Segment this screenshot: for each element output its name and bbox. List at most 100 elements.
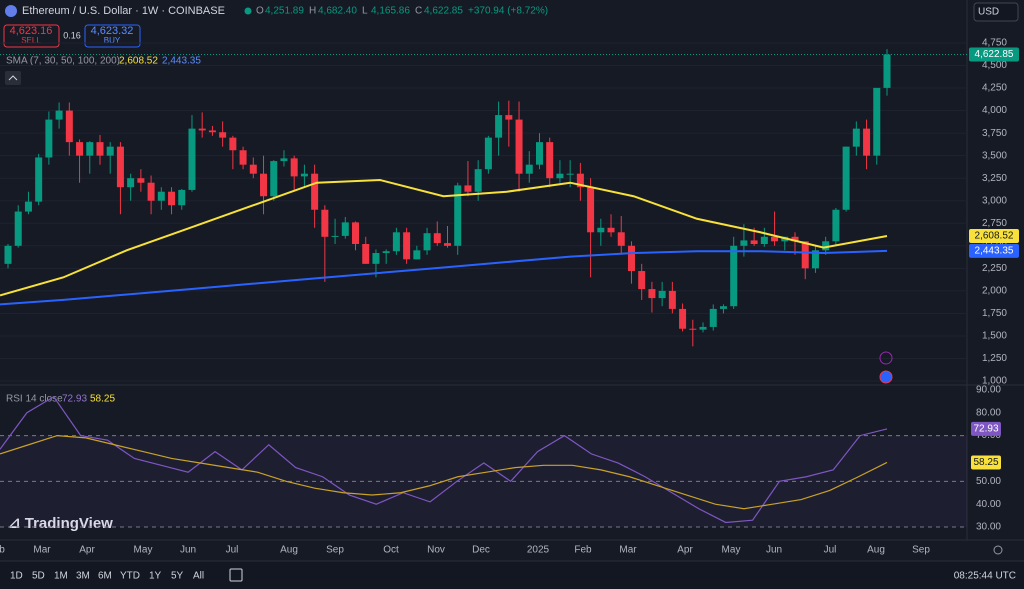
candle-body — [403, 232, 411, 260]
candle-body — [24, 201, 32, 212]
y-tick-label: 2,750 — [982, 218, 1007, 229]
ohlc-value: 4,165.86 — [371, 6, 410, 17]
candle-body — [638, 271, 646, 290]
ohlc-label: O — [256, 6, 264, 17]
candle-body — [65, 110, 73, 143]
ohlc-label: C — [415, 6, 422, 17]
candle-body — [832, 209, 840, 242]
market-dot — [244, 7, 252, 15]
candle-body — [679, 308, 687, 329]
y-tick-label: 2,000 — [982, 286, 1007, 297]
candle-body — [525, 164, 533, 174]
x-tick-label: Sep — [912, 545, 930, 556]
range-button[interactable]: YTD — [120, 571, 140, 582]
buy-button[interactable] — [84, 24, 141, 48]
candle-body — [198, 128, 206, 131]
ohlc-value: 4,251.89 — [265, 6, 304, 17]
candle-body — [106, 146, 114, 156]
currency-button[interactable] — [973, 2, 1019, 22]
sma-tag-1: 2,608.52 — [975, 231, 1014, 242]
candle-body — [290, 158, 298, 177]
candle-body — [239, 150, 247, 165]
candle-body — [229, 137, 237, 151]
symbol: Ethereum / U.S. Dollar · 1W · COINBASE — [22, 5, 225, 17]
rsi-pane — [0, 385, 967, 538]
candle-body — [730, 245, 738, 307]
candle-body — [127, 178, 135, 188]
candle-body — [556, 173, 564, 179]
candle-body — [873, 87, 881, 156]
ohlc-value: 4,682.40 — [318, 6, 357, 17]
candle-body — [362, 244, 370, 264]
x-tick-label: Jun — [766, 545, 782, 556]
calendar-icon[interactable] — [229, 568, 243, 582]
candle-body — [45, 119, 53, 158]
candle-body — [576, 173, 584, 188]
rsi-value: 72.93 — [62, 394, 87, 405]
collapse-button[interactable] — [5, 71, 21, 85]
range-button[interactable]: 1D — [10, 571, 23, 582]
settings-icon[interactable] — [993, 545, 1003, 555]
sell-label: SELL — [21, 36, 41, 45]
x-tick-label: Sep — [326, 545, 344, 556]
candle-body — [474, 169, 482, 192]
candle-body — [760, 236, 768, 245]
clock: 08:25:44 UTC — [954, 571, 1016, 582]
buy-label: BUY — [104, 36, 121, 45]
range-button[interactable]: 1M — [54, 571, 68, 582]
y-tick-label: 1,000 — [982, 376, 1007, 387]
candle-body — [188, 128, 196, 190]
candle-body — [147, 182, 155, 201]
candle-body — [750, 240, 758, 245]
rsi-line — [0, 434, 888, 510]
x-tick-label: b — [0, 545, 5, 556]
footer: 1D 5D 1M 3M 6M YTD 1Y 5Y All 08:25:44 UTC — [10, 568, 1016, 582]
candle-body — [157, 191, 165, 201]
ohlc-label: H — [309, 6, 316, 17]
x-tick-label: Mar — [619, 545, 637, 556]
range-button[interactable]: 1Y — [149, 571, 162, 582]
event-icon[interactable] — [879, 370, 893, 384]
range-button[interactable]: All — [193, 571, 204, 582]
candle-body — [546, 142, 554, 179]
candle-body — [454, 185, 462, 246]
candle-body — [433, 233, 441, 244]
range-button[interactable]: 6M — [98, 571, 112, 582]
candle-body — [842, 146, 850, 210]
y-tick-label: 4,000 — [982, 105, 1007, 116]
candle-body — [208, 130, 216, 133]
range-button[interactable]: 5D — [32, 571, 45, 582]
x-tick-label: May — [134, 545, 153, 556]
candle-body — [566, 173, 574, 175]
last-price-label: 4,622.85 — [975, 49, 1014, 60]
currency: USD — [978, 7, 999, 18]
sell-button[interactable] — [3, 24, 60, 48]
candle-body — [801, 241, 809, 269]
range-button[interactable]: 5Y — [171, 571, 184, 582]
x-tick-label: Jun — [180, 545, 196, 556]
candle-body — [484, 137, 492, 170]
y-tick-label: 1,750 — [982, 308, 1007, 319]
x-tick-label: Mar — [33, 545, 51, 556]
candle-body — [423, 233, 431, 251]
x-tick-label: Aug — [280, 545, 298, 556]
candle-body — [14, 211, 22, 246]
candle-body — [413, 250, 421, 260]
candle-body — [535, 142, 543, 165]
x-tick-label: 2025 — [527, 545, 550, 556]
x-tick-label: Aug — [867, 545, 885, 556]
x-tick-label: Jul — [226, 545, 239, 556]
range-button[interactable]: 3M — [76, 571, 90, 582]
logo-text: TradingView — [25, 515, 113, 532]
x-tick-label: Apr — [79, 545, 95, 556]
ohlc-label: L — [362, 6, 368, 17]
y-tick-label: 4,750 — [982, 38, 1007, 49]
eth-icon — [5, 5, 17, 17]
rsi-tag-bg — [971, 421, 1001, 436]
alert-icon[interactable] — [879, 351, 893, 365]
change: +370.94 (+8.72%) — [468, 6, 548, 17]
candle-body — [852, 128, 860, 147]
candle-body — [597, 227, 605, 233]
grid — [0, 42, 967, 528]
